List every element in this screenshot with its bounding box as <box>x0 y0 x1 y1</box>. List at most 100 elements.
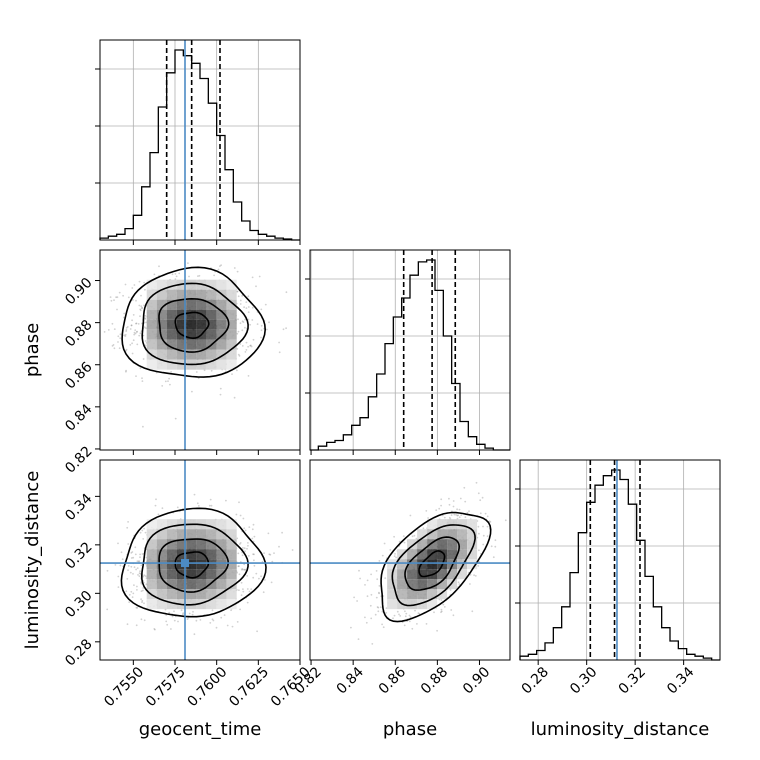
density-cell <box>417 569 428 580</box>
sample-point <box>481 496 484 499</box>
density-cell <box>226 349 237 360</box>
sample-point <box>460 514 463 516</box>
sample-point <box>239 299 242 302</box>
sample-point <box>123 334 125 337</box>
sample-point <box>211 618 214 621</box>
density-cell <box>216 309 227 320</box>
sample-point <box>138 572 141 574</box>
sample-point <box>477 565 480 567</box>
sample-point <box>256 323 259 325</box>
sample-point <box>251 537 254 540</box>
density-cell <box>397 559 408 570</box>
sample-point <box>117 586 120 588</box>
sample-point <box>219 387 222 390</box>
sample-point <box>131 352 134 355</box>
sample-point <box>116 296 119 299</box>
sample-point <box>417 612 420 614</box>
sample-point <box>416 623 418 625</box>
density-cell <box>457 529 468 540</box>
sample-point <box>241 568 243 571</box>
sample-point <box>136 567 139 569</box>
sample-point <box>247 345 250 348</box>
sample-point <box>252 523 255 526</box>
density-cell <box>427 539 438 550</box>
sample-point <box>182 613 184 616</box>
density-cell <box>467 529 478 540</box>
density-cell <box>226 599 237 610</box>
sample-point <box>141 601 143 604</box>
sample-point <box>136 343 139 346</box>
sample-point <box>125 590 128 593</box>
density-cell <box>156 329 167 340</box>
density-cell <box>226 279 237 290</box>
sample-point <box>251 276 254 279</box>
sample-point <box>106 569 109 572</box>
sample-point <box>195 619 198 622</box>
sample-point <box>117 542 119 545</box>
density-cell <box>467 559 478 570</box>
density-cell <box>176 589 187 600</box>
sample-point <box>448 516 451 519</box>
sample-point <box>264 579 266 581</box>
sample-point <box>139 367 142 370</box>
density-cell <box>226 339 237 350</box>
sample-point <box>155 498 157 501</box>
sample-point <box>140 590 143 592</box>
sample-point <box>244 318 247 321</box>
sample-point <box>236 369 238 372</box>
sample-point <box>144 315 147 317</box>
density-cell <box>216 349 227 360</box>
density-cell <box>186 569 197 580</box>
density-cell <box>206 579 217 590</box>
density-cell <box>186 549 197 560</box>
sample-point <box>219 393 222 396</box>
sample-point <box>466 511 469 514</box>
sample-point <box>131 342 134 345</box>
sample-point <box>233 267 236 269</box>
sample-point <box>236 332 239 335</box>
sample-point <box>247 542 249 544</box>
density-cell <box>156 589 167 600</box>
sample-point <box>122 316 125 319</box>
sample-point <box>364 616 366 619</box>
sample-point <box>245 301 248 303</box>
sample-point <box>137 574 139 576</box>
sample-point <box>399 615 402 617</box>
sample-point <box>492 556 495 559</box>
sample-point <box>425 623 428 625</box>
sample-point <box>142 575 145 578</box>
density-cell <box>447 569 458 580</box>
density-cell <box>156 299 167 310</box>
sample-point <box>456 514 459 517</box>
sample-point <box>135 568 138 571</box>
sample-point <box>249 344 252 347</box>
sample-point <box>237 295 240 298</box>
sample-point <box>141 380 144 382</box>
sample-point <box>458 583 461 586</box>
sample-point <box>463 486 466 489</box>
sample-point <box>375 596 378 599</box>
sample-point <box>215 626 218 629</box>
x-axis-label-luminosity_distance: luminosity_distance <box>531 719 710 740</box>
sample-point <box>248 526 251 528</box>
sample-point <box>210 369 213 372</box>
density-cell <box>186 339 197 350</box>
density-cell <box>156 549 167 560</box>
sample-point <box>188 612 191 615</box>
density-cell <box>407 559 418 570</box>
density-cell <box>226 519 237 530</box>
density-cell <box>166 599 177 610</box>
sample-point <box>474 575 477 577</box>
sample-point <box>240 594 243 597</box>
sample-point <box>237 318 239 321</box>
density-cell <box>206 529 217 540</box>
sample-point <box>268 553 271 556</box>
x-axis-label-geocent_time: geocent_time <box>139 719 262 740</box>
density-cell <box>156 519 167 530</box>
sample-point <box>125 330 128 332</box>
sample-point <box>285 291 288 294</box>
sample-point <box>247 318 250 321</box>
sample-point <box>169 383 171 386</box>
sample-point <box>393 555 396 557</box>
sample-point <box>140 582 143 585</box>
